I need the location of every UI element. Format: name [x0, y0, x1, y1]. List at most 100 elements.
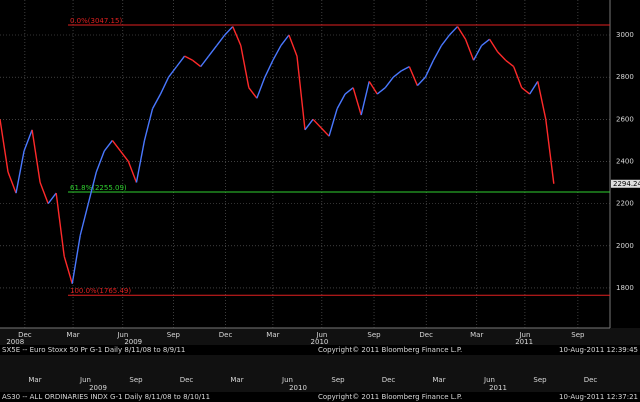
status-bar: [0, 392, 640, 402]
price-segment: [280, 34, 290, 46]
last-price-label: 2294.24: [613, 180, 640, 188]
price-segment: [55, 193, 65, 257]
x2-tick-label: Dec: [584, 376, 598, 384]
price-segment: [424, 59, 435, 78]
price-segment: [456, 26, 467, 40]
price-segment: [505, 59, 515, 68]
y-tick-label: 2000: [616, 242, 634, 250]
price-segment: [256, 76, 266, 99]
price-segment: [440, 34, 451, 46]
x-tick-label: Mar: [470, 331, 483, 339]
price-segment: [63, 256, 73, 284]
price-segment: [416, 76, 426, 87]
price-segment: [39, 182, 49, 204]
price-segment: [95, 150, 105, 173]
status-right: 10-Aug-2011 12:39:45: [559, 346, 638, 354]
x2-tick-label: Dec: [382, 376, 396, 384]
price-segment: [224, 26, 234, 36]
x-tick-label: Jun: [315, 331, 327, 339]
price-segment: [240, 45, 250, 88]
price-segment: [111, 139, 121, 152]
x2-year-label: 2011: [489, 384, 507, 392]
price-segment: [376, 87, 386, 95]
x-tick-label: Jun: [116, 331, 128, 339]
price-segment: [216, 34, 226, 46]
x2-tick-label: Dec: [180, 376, 194, 384]
price-segment: [537, 81, 547, 120]
price-segment: [344, 87, 354, 95]
x2-tick-label: Jun: [281, 376, 293, 384]
level-label: 61.8%(2255.09): [70, 184, 127, 192]
price-segment: [296, 55, 306, 130]
price-segment: [119, 150, 129, 162]
x-tick-label: Sep: [167, 331, 181, 339]
status-left: SX5E -- Euro Stoxx 50 Pr G-1 Daily 8/11/…: [2, 346, 185, 354]
price-segment: [143, 108, 154, 141]
price-segment: [384, 76, 394, 89]
level-label: 0.0%(3047.15): [70, 17, 122, 25]
x-year-label: 2010: [311, 338, 329, 346]
price-segment: [320, 127, 330, 137]
x2-tick-label: Jun: [79, 376, 91, 384]
status-center: Copyright© 2011 Bloomberg Finance L.P.: [318, 346, 462, 354]
price-segment: [521, 87, 531, 95]
x-tick-label: Sep: [571, 331, 585, 339]
y-tick-label: 2600: [616, 115, 634, 123]
price-segment: [497, 51, 507, 61]
price-segment: [208, 45, 218, 57]
x-year-label: 2008: [6, 338, 24, 346]
level-label: 100.0%(1765.49): [70, 287, 131, 295]
price-segment: [464, 38, 475, 61]
status-right: 10-Aug-2011 12:37:21: [559, 393, 638, 401]
x-tick-label: Mar: [266, 331, 279, 339]
status-bar: [0, 345, 640, 355]
price-segment: [192, 59, 202, 68]
y-tick-label: 2400: [616, 157, 634, 165]
price-segment: [248, 87, 258, 99]
x2-year-label: 2009: [89, 384, 107, 392]
x-tick-label: Mar: [66, 331, 79, 339]
price-segment: [167, 66, 178, 78]
price-segment: [312, 118, 322, 129]
x-tick-label: Dec: [18, 331, 32, 339]
price-segment: [151, 93, 162, 110]
x-year-label: 2011: [515, 338, 533, 346]
price-segment: [304, 118, 314, 131]
x2-tick-label: Mar: [28, 376, 41, 384]
last-price-box: [611, 179, 640, 188]
price-segment: [392, 70, 402, 78]
y-tick-label: 2200: [616, 200, 634, 208]
price-segment: [7, 171, 17, 194]
price-segment: [360, 81, 370, 116]
price-segment: [23, 129, 33, 152]
price-segment: [513, 66, 523, 88]
price-segment: [87, 171, 97, 204]
price-segment: [336, 93, 346, 110]
price-segment: [489, 38, 499, 53]
x2-tick-label: Mar: [230, 376, 243, 384]
y-tick-label: 2800: [616, 73, 634, 81]
price-segment: [448, 26, 459, 36]
price-segment: [184, 55, 193, 61]
price-segment: [127, 161, 138, 183]
price-segment: [200, 55, 210, 68]
price-segment: [31, 129, 41, 183]
x-tick-label: Jun: [518, 331, 530, 339]
price-segment: [47, 192, 57, 205]
price-segment: [159, 76, 170, 95]
price-segment: [176, 55, 186, 68]
footer-bg: [0, 328, 640, 402]
price-segment: [71, 235, 81, 284]
price-segment: [529, 80, 539, 95]
price-segment: [432, 45, 443, 61]
price-segment: [15, 150, 25, 194]
price-segment: [232, 26, 242, 46]
price-segment: [400, 65, 410, 72]
status-left: AS30 -- ALL ORDINARIES INDX G-1 Daily 8/…: [2, 393, 210, 401]
price-segment: [0, 119, 9, 173]
x-tick-label: Sep: [367, 331, 381, 339]
price-segment: [135, 140, 146, 183]
x-tick-label: Dec: [219, 331, 233, 339]
price-segment: [328, 108, 338, 137]
